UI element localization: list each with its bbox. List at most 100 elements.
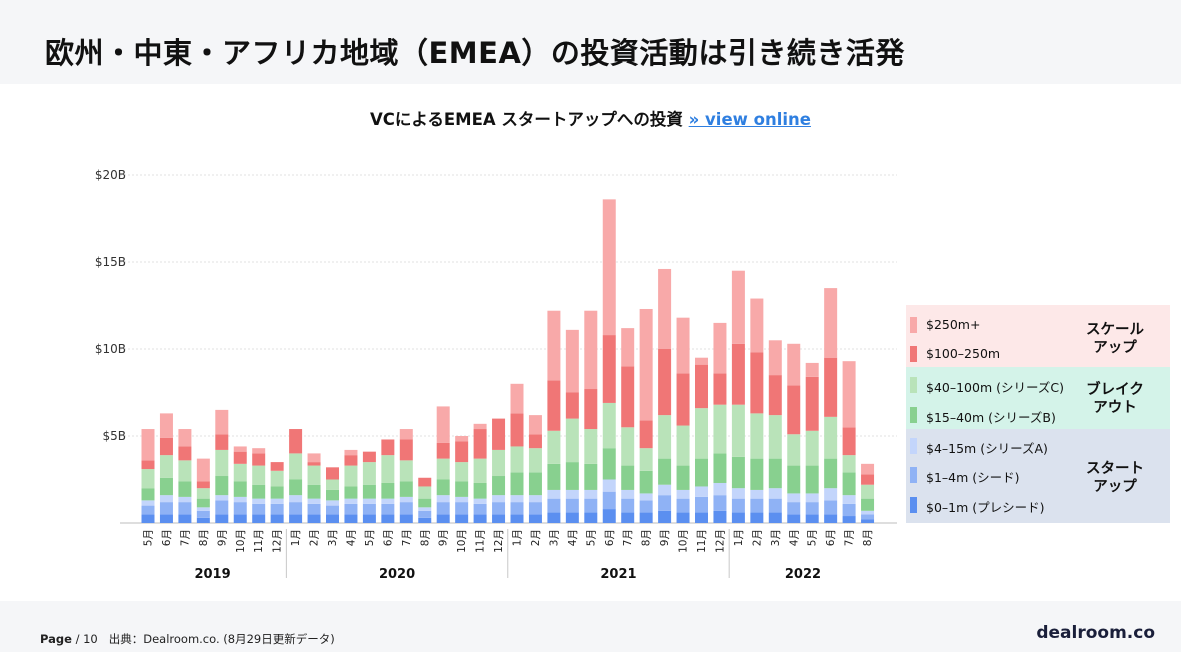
- dealroom-logo: dealroom.co: [1036, 623, 1155, 643]
- bar-segment-0-2: [141, 500, 155, 506]
- bar-segment-20-0: [510, 514, 524, 523]
- bar-segment-12-2: [362, 498, 376, 504]
- bar-segment-26-2: [621, 489, 635, 499]
- bar-segment-9-1: [307, 503, 321, 515]
- x-tick-label-34: 3月: [770, 529, 782, 546]
- bar-segment-3-2: [196, 507, 210, 511]
- bar-segment-21-6: [528, 415, 542, 435]
- x-tick-label-3: 8月: [198, 529, 210, 546]
- bar-segment-0-6: [141, 429, 155, 461]
- bar-segment-27-2: [639, 493, 653, 501]
- bar-segment-39-4: [861, 484, 875, 499]
- bar-segment-14-6: [399, 429, 413, 440]
- x-tick-label-29: 10月: [678, 529, 690, 553]
- bar-segment-19-5: [492, 418, 506, 450]
- bar-segment-17-4: [455, 462, 469, 482]
- bar-segment-12-5: [362, 451, 376, 463]
- bar-segment-29-5: [676, 373, 690, 426]
- bar-segment-9-6: [307, 453, 321, 463]
- bar-segment-12-4: [362, 462, 376, 485]
- bar-segment-31-1: [713, 495, 727, 511]
- bar-segment-26-1: [621, 498, 635, 513]
- bar-segment-19-3: [492, 476, 506, 496]
- bar-segment-7-4: [270, 470, 284, 487]
- bar-segment-24-4: [584, 429, 598, 464]
- legend-group-scaleup: スケール アップ: [1086, 322, 1144, 356]
- y-tick-label-$5B: $5B: [102, 429, 126, 443]
- bar-segment-26-5: [621, 366, 635, 428]
- bar-segment-5-3: [233, 481, 247, 497]
- bar-segment-11-5: [344, 455, 358, 466]
- bar-segment-6-4: [252, 465, 266, 485]
- bar-segment-26-3: [621, 465, 635, 490]
- x-tick-label-8: 1月: [290, 529, 302, 546]
- bar-segment-7-5: [270, 462, 284, 471]
- bar-segment-24-5: [584, 389, 598, 430]
- bar-segment-13-0: [381, 514, 395, 523]
- bar-segment-7-2: [270, 498, 284, 504]
- bar-segment-28-6: [658, 268, 672, 349]
- bar-segment-33-1: [750, 498, 764, 513]
- bar-segment-1-0: [159, 514, 173, 523]
- bar-segment-37-1: [824, 500, 838, 515]
- bar-segment-21-0: [528, 514, 542, 523]
- bar-segment-3-0: [196, 517, 210, 523]
- bar-segment-13-5: [381, 439, 395, 456]
- bar-segment-0-3: [141, 488, 155, 501]
- page-number: / 10: [75, 632, 98, 646]
- bar-segment-16-4: [436, 458, 450, 480]
- bar-segment-1-1: [159, 502, 173, 515]
- bar-segment-39-6: [861, 463, 875, 475]
- bar-segment-7-1: [270, 503, 284, 515]
- bar-segment-4-3: [215, 476, 229, 496]
- chart-title-text: VCによるEMEA スタートアップへの投資: [370, 110, 683, 129]
- chart-legend: スケール アップ ブレイク アウト スタート アップ $250m+ $100–2…: [906, 305, 1170, 523]
- bar-segment-28-0: [658, 510, 672, 523]
- bar-segment-24-3: [584, 463, 598, 490]
- bar-segment-10-0: [326, 514, 339, 523]
- bar-segment-17-2: [455, 496, 469, 503]
- bar-segment-16-1: [436, 502, 450, 515]
- bar-segment-8-0: [289, 514, 303, 523]
- bar-segment-36-4: [805, 430, 819, 466]
- bar-segment-30-2: [695, 486, 708, 497]
- bar-segment-36-2: [805, 493, 819, 503]
- bar-segment-3-6: [196, 458, 210, 482]
- x-tick-label-6: 11月: [253, 529, 265, 553]
- bar-segment-38-2: [842, 495, 856, 504]
- bar-segment-16-3: [436, 479, 450, 496]
- bar-segment-4-6: [215, 409, 229, 435]
- bar-segment-12-3: [362, 484, 376, 499]
- bar-segment-23-4: [565, 418, 579, 463]
- bar-segment-22-4: [547, 430, 561, 464]
- bar-segment-12-1: [362, 503, 376, 515]
- bar-segment-23-5: [565, 392, 579, 419]
- view-online-link[interactable]: » view online: [688, 110, 811, 129]
- bar-segment-13-2: [381, 498, 395, 504]
- bar-segment-33-5: [750, 352, 764, 414]
- bar-segment-30-0: [695, 512, 708, 523]
- bar-segment-7-0: [270, 514, 284, 523]
- bar-segment-29-0: [676, 512, 690, 523]
- bar-segment-35-2: [787, 493, 801, 503]
- bar-segment-2-1: [178, 502, 192, 515]
- bar-segment-27-5: [639, 420, 653, 449]
- bar-segment-15-3: [418, 498, 432, 508]
- bar-segment-1-5: [159, 437, 173, 456]
- stacked-bar-chart: $5B $10B $15B $20B 5月 6月 7月 8月 9月 10月 11月 12月 1月 2月 3月…: [95, 168, 897, 582]
- year-label-2022: 2022: [785, 567, 821, 582]
- bar-segment-20-5: [510, 413, 524, 447]
- bar-segment-3-5: [196, 481, 210, 489]
- bar-segment-24-1: [584, 498, 598, 513]
- bar-segment-14-4: [399, 460, 413, 482]
- bar-segment-36-5: [805, 376, 819, 431]
- bar-segment-27-3: [639, 470, 653, 494]
- bar-segment-27-0: [639, 512, 653, 523]
- bar-segment-27-4: [639, 448, 653, 471]
- bar-segment-32-0: [731, 512, 745, 523]
- bar-segment-13-4: [381, 455, 395, 483]
- bar-segment-20-6: [510, 383, 524, 414]
- x-tick-label-37: 6月: [825, 529, 837, 546]
- bar-segment-34-1: [768, 498, 782, 513]
- bar-segment-8-1: [289, 502, 303, 515]
